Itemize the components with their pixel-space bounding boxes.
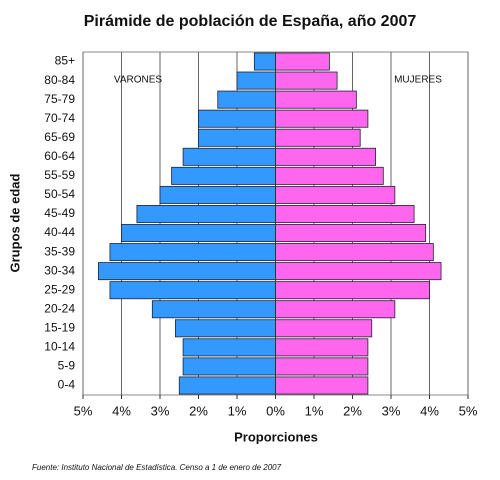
y-tick-label: 80-84 bbox=[44, 73, 75, 87]
bar bbox=[275, 185, 396, 204]
bar bbox=[217, 90, 276, 109]
y-tick-label: 40-44 bbox=[44, 225, 75, 239]
y-tick-label: 20-24 bbox=[44, 301, 75, 315]
bar bbox=[198, 128, 276, 147]
bar bbox=[109, 243, 276, 262]
source-note: Fuente: Instituto Nacional de Estadístic… bbox=[32, 463, 282, 472]
x-tick-label: 4% bbox=[420, 403, 439, 418]
bar bbox=[275, 300, 396, 319]
y-tick-label: 35-39 bbox=[44, 244, 75, 258]
y-tick-label: 15-19 bbox=[44, 320, 75, 334]
bar bbox=[182, 147, 276, 166]
bar bbox=[236, 71, 276, 90]
x-tick-label: 3% bbox=[151, 403, 170, 418]
bar bbox=[275, 357, 369, 376]
y-tick-label: 85+ bbox=[55, 54, 75, 68]
x-tick-label: 1% bbox=[305, 403, 324, 418]
bar bbox=[275, 90, 357, 109]
bar bbox=[275, 319, 373, 338]
y-axis-label: Grupos de edad bbox=[7, 173, 22, 272]
bar bbox=[275, 147, 376, 166]
bar bbox=[275, 224, 427, 243]
bar bbox=[275, 204, 415, 223]
bar bbox=[159, 185, 276, 204]
bar bbox=[275, 109, 369, 128]
x-tick-label: 5% bbox=[74, 403, 93, 418]
y-tick-label: 45-49 bbox=[44, 206, 75, 220]
x-axis-label: Proporciones bbox=[234, 429, 318, 444]
y-tick-label: 55-59 bbox=[44, 168, 75, 182]
x-tick-label: 4% bbox=[112, 403, 131, 418]
x-tick-label: 0% bbox=[266, 403, 285, 418]
bar bbox=[109, 281, 276, 300]
y-tick-label: 30-34 bbox=[44, 263, 75, 277]
x-tick-label: 1% bbox=[228, 403, 247, 418]
bar bbox=[178, 376, 276, 395]
bar bbox=[275, 281, 430, 300]
bar bbox=[198, 109, 276, 128]
bar bbox=[171, 166, 276, 185]
y-tick-label: 5-9 bbox=[58, 359, 76, 373]
y-tick-label: 60-64 bbox=[44, 149, 75, 163]
bar bbox=[275, 71, 338, 90]
bar bbox=[174, 319, 276, 338]
bar bbox=[151, 300, 276, 319]
x-tick-label: 5% bbox=[459, 403, 478, 418]
y-tick-label: 0-4 bbox=[58, 378, 76, 392]
y-tick-label: 10-14 bbox=[44, 340, 75, 354]
x-tick-label: 3% bbox=[382, 403, 401, 418]
y-tick-label: 50-54 bbox=[44, 187, 75, 201]
bar bbox=[275, 262, 442, 281]
bar bbox=[121, 224, 276, 243]
bar bbox=[182, 357, 276, 376]
bar bbox=[275, 338, 369, 357]
bar bbox=[136, 204, 276, 223]
bar bbox=[98, 262, 276, 281]
y-tick-label: 65-69 bbox=[44, 130, 75, 144]
bar bbox=[253, 52, 276, 71]
y-tick-label: 70-74 bbox=[44, 111, 75, 125]
bar bbox=[275, 52, 330, 71]
bar bbox=[275, 166, 384, 185]
chart-title: Pirámide de población de España, año 200… bbox=[84, 13, 417, 30]
y-tick-label: 25-29 bbox=[44, 282, 75, 296]
x-tick-label: 2% bbox=[343, 403, 362, 418]
bar bbox=[182, 338, 276, 357]
bar bbox=[275, 376, 369, 395]
bar bbox=[275, 243, 434, 262]
x-tick-label: 2% bbox=[189, 403, 208, 418]
legend-label: MUJERES bbox=[394, 75, 442, 86]
y-tick-label: 75-79 bbox=[44, 92, 75, 106]
legend-label: VARONES bbox=[114, 75, 162, 86]
bar bbox=[275, 128, 361, 147]
